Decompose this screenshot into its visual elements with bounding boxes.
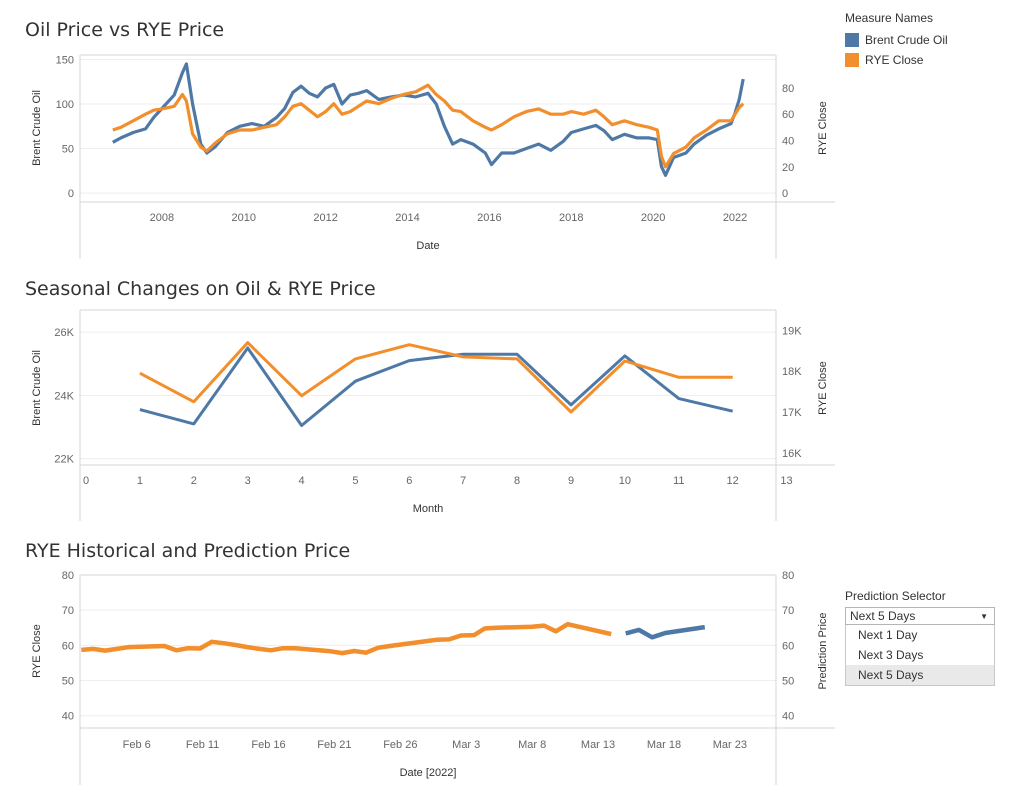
x-tick-label: 9	[568, 475, 574, 487]
prediction-selector-dropdown[interactable]: Next 5 Days ▼	[845, 607, 995, 625]
y-left-tick-label: 80	[62, 570, 74, 582]
y-right-axis-title: Prediction Price	[817, 612, 829, 689]
legend-label-oil: Brent Crude Oil	[865, 33, 948, 47]
x-tick-label: Feb 6	[123, 739, 151, 751]
x-tick-label: 11	[673, 475, 684, 487]
x-tick-label: 2014	[395, 212, 419, 224]
x-tick-label: 2	[191, 475, 197, 487]
y-left-tick-label: 50	[62, 144, 74, 156]
prediction-selector: Prediction Selector Next 5 Days ▼ Next 1…	[845, 589, 997, 686]
x-tick-label: 4	[298, 475, 304, 487]
legend-label-rye: RYE Close	[865, 53, 924, 67]
x-tick-label: 12	[727, 475, 739, 487]
x-tick-label: 1	[137, 475, 143, 487]
y-right-tick-label: 50	[782, 676, 794, 688]
chart-title-prediction: RYE Historical and Prediction Price	[25, 540, 351, 562]
option-next-1-day[interactable]: Next 1 Day	[858, 628, 918, 642]
y-left-tick-label: 40	[62, 711, 74, 723]
x-axis-title: Date	[416, 240, 439, 252]
x-tick-label: Feb 26	[383, 739, 417, 751]
x-tick-label: 2010	[232, 212, 256, 224]
legend-title: Measure Names	[845, 11, 934, 25]
y-right-tick-label: 40	[782, 135, 794, 147]
y-left-tick-label: 150	[56, 54, 74, 66]
x-tick-label: 13	[780, 475, 792, 487]
y-right-tick-label: 60	[782, 640, 794, 652]
legend-item-rye[interactable]: RYE Close	[845, 50, 948, 70]
x-tick-label: 5	[352, 475, 358, 487]
x-axis-title: Date [2022]	[400, 767, 457, 779]
series-line-brent-crude-oil	[139, 346, 734, 427]
x-axis-title: Month	[413, 503, 444, 515]
series-line-rye-close	[81, 621, 612, 656]
y-left-axis-title: Brent Crude Oil	[31, 90, 43, 166]
legend-item-oil[interactable]: Brent Crude Oil	[845, 30, 948, 50]
y-right-tick-label: 80	[782, 570, 794, 582]
y-right-tick-label: 60	[782, 109, 794, 121]
chevron-down-icon[interactable]: ▼	[980, 611, 988, 621]
y-left-tick-label: 100	[56, 99, 74, 111]
y-left-tick-label: 0	[68, 188, 74, 200]
y-right-tick-label: 20	[782, 162, 794, 174]
x-tick-label: 10	[619, 475, 631, 487]
y-left-tick-label: 22K	[54, 454, 74, 466]
y-right-tick-label: 16K	[782, 448, 802, 460]
y-right-tick-label: 18K	[782, 366, 802, 378]
x-tick-label: Mar 23	[713, 739, 747, 751]
y-left-tick-label: 50	[62, 676, 74, 688]
option-next-5-days[interactable]: Next 5 Days	[846, 665, 994, 685]
y-right-axis-title: RYE Close	[817, 101, 829, 155]
y-right-tick-label: 19K	[782, 325, 802, 337]
x-tick-label: 8	[514, 475, 520, 487]
measure-names-legend: Measure Names Brent Crude Oil RYE Close	[845, 11, 948, 70]
chart-title-oil-vs-rye: Oil Price vs RYE Price	[25, 19, 225, 41]
oil-vs-rye-chart: 0 50 100 150 0 20 40 60 80 2008 2010 2012 2014 2016 20…	[31, 54, 835, 259]
series-line-rye-close	[139, 341, 733, 414]
y-left-tick-label: 70	[62, 605, 74, 617]
y-right-tick-label: 40	[782, 711, 794, 723]
prediction-selector-value: Next 5 Days	[850, 609, 916, 623]
y-right-axis-title: RYE Close	[817, 361, 829, 415]
legend-swatch-rye	[845, 53, 859, 67]
x-tick-label: 7	[460, 475, 466, 487]
x-tick-label: 2016	[477, 212, 501, 224]
option-next-3-days[interactable]: Next 3 Days	[858, 648, 924, 662]
series-line-brent-crude-oil	[112, 62, 745, 177]
series-line-rye-close	[112, 83, 745, 169]
x-tick-label: Feb 11	[186, 739, 219, 751]
prediction-selector-title: Prediction Selector	[845, 589, 946, 603]
x-tick-label: 2018	[559, 212, 583, 224]
x-tick-label: 2012	[313, 212, 337, 224]
x-tick-label: Mar 13	[581, 739, 615, 751]
y-left-axis-title: RYE Close	[31, 624, 43, 678]
y-left-axis-title: Brent Crude Oil	[31, 350, 43, 426]
x-tick-label: 3	[245, 475, 251, 487]
x-tick-label: 2020	[641, 212, 665, 224]
x-tick-label: Feb 16	[251, 739, 285, 751]
y-left-tick-label: 26K	[54, 327, 74, 339]
y-right-tick-label: 0	[782, 188, 788, 200]
x-tick-label: Mar 3	[452, 739, 480, 751]
x-tick-label: 2022	[723, 212, 747, 224]
x-tick-label: 6	[406, 475, 412, 487]
y-left-tick-label: 60	[62, 640, 74, 652]
x-tick-label: Mar 8	[518, 739, 546, 751]
y-right-tick-label: 17K	[782, 407, 802, 419]
series-line-prediction-price	[625, 624, 706, 640]
prediction-chart: 40 50 60 70 80 40 50 60 70 80 Feb 6 Feb 11 Feb 16 Feb…	[31, 570, 835, 785]
x-tick-label: Mar 18	[647, 739, 681, 751]
y-right-tick-label: 70	[782, 605, 794, 617]
chart-title-seasonal: Seasonal Changes on Oil & RYE Price	[25, 278, 376, 300]
prediction-selector-options: Next 1 Day Next 3 Days Next 5 Days	[845, 625, 995, 686]
x-tick-label: Feb 21	[317, 739, 351, 751]
y-right-tick-label: 80	[782, 83, 794, 95]
y-left-tick-label: 24K	[54, 390, 74, 402]
legend-swatch-oil	[845, 33, 859, 47]
x-tick-label: 0	[83, 475, 89, 487]
x-tick-label: 2008	[150, 212, 174, 224]
